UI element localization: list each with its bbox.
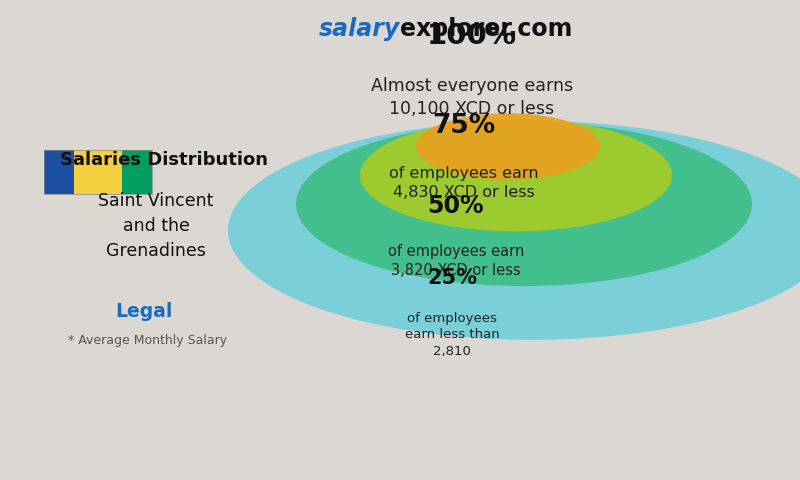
Text: 25%: 25%: [427, 268, 477, 288]
Text: 50%: 50%: [428, 194, 484, 218]
Bar: [44, 150, 74, 194]
Bar: [122, 150, 152, 194]
Text: Legal: Legal: [115, 302, 173, 322]
Text: Almost everyone earns
10,100 XCD or less: Almost everyone earns 10,100 XCD or less: [371, 77, 573, 118]
Text: of employees earn
4,830 XCD or less: of employees earn 4,830 XCD or less: [389, 166, 539, 200]
Text: of employees
earn less than
2,810: of employees earn less than 2,810: [405, 312, 499, 358]
Text: Saint Vincent
and the
Grenadines: Saint Vincent and the Grenadines: [98, 192, 214, 260]
Ellipse shape: [296, 122, 752, 286]
Bar: [74, 150, 122, 194]
Text: of employees earn
3,820 XCD or less: of employees earn 3,820 XCD or less: [388, 244, 524, 278]
Ellipse shape: [360, 119, 672, 231]
Text: * Average Monthly Salary: * Average Monthly Salary: [69, 334, 227, 347]
Text: explorer.com: explorer.com: [400, 17, 572, 41]
Text: 75%: 75%: [432, 113, 496, 139]
Ellipse shape: [228, 121, 800, 340]
Text: Salaries Distribution: Salaries Distribution: [60, 151, 268, 169]
Text: 100%: 100%: [427, 23, 517, 50]
Bar: [44, 150, 152, 194]
Text: salary: salary: [318, 17, 400, 41]
Ellipse shape: [416, 113, 600, 180]
